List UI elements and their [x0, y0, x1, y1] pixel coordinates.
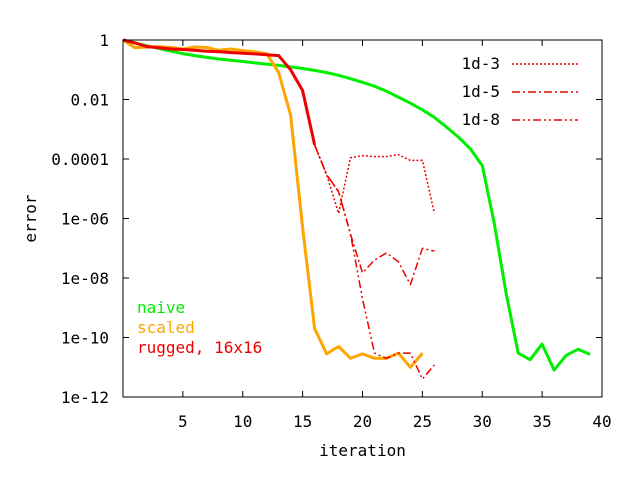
- legend-label: 1d-8: [461, 110, 500, 129]
- legend-label: 1d-5: [461, 82, 500, 101]
- y-tick-label: 0.01: [70, 91, 109, 110]
- legend: 1d-3 1d-5 1d-8: [461, 54, 578, 129]
- x-tick-label: 40: [592, 412, 611, 431]
- x-tick-label: 5: [178, 412, 188, 431]
- series-line-rugged-16x16: [122, 38, 317, 146]
- series-annotation: rugged, 16x16: [137, 338, 262, 357]
- x-axis: 5 10 15 20 25 30 35 40: [178, 40, 612, 431]
- x-axis-label: iteration: [319, 441, 406, 460]
- series-layer: [122, 38, 591, 380]
- x-tick-label: 15: [293, 412, 312, 431]
- series-annotation: naive: [137, 298, 185, 317]
- x-tick-label: 20: [353, 412, 372, 431]
- y-tick-label: 1e-10: [61, 329, 109, 348]
- series-annotation: scaled: [137, 318, 195, 337]
- y-tick-label: 1e-12: [61, 388, 109, 407]
- y-axis: 1 0.01 0.0001 1e-06 1e-08 1e-10 1e-12: [51, 31, 602, 407]
- x-tick-label: 30: [473, 412, 492, 431]
- y-tick-label: 1e-08: [61, 269, 109, 288]
- legend-label: 1d-3: [461, 54, 500, 73]
- x-tick-label: 35: [532, 412, 551, 431]
- y-tick-label: 1: [99, 31, 109, 50]
- series-line-naive: [122, 38, 591, 372]
- x-tick-label: 10: [233, 412, 252, 431]
- y-axis-label: error: [21, 194, 40, 243]
- x-tick-label: 25: [413, 412, 432, 431]
- y-tick-label: 0.0001: [51, 150, 109, 169]
- y-tick-label: 1e-06: [61, 210, 109, 229]
